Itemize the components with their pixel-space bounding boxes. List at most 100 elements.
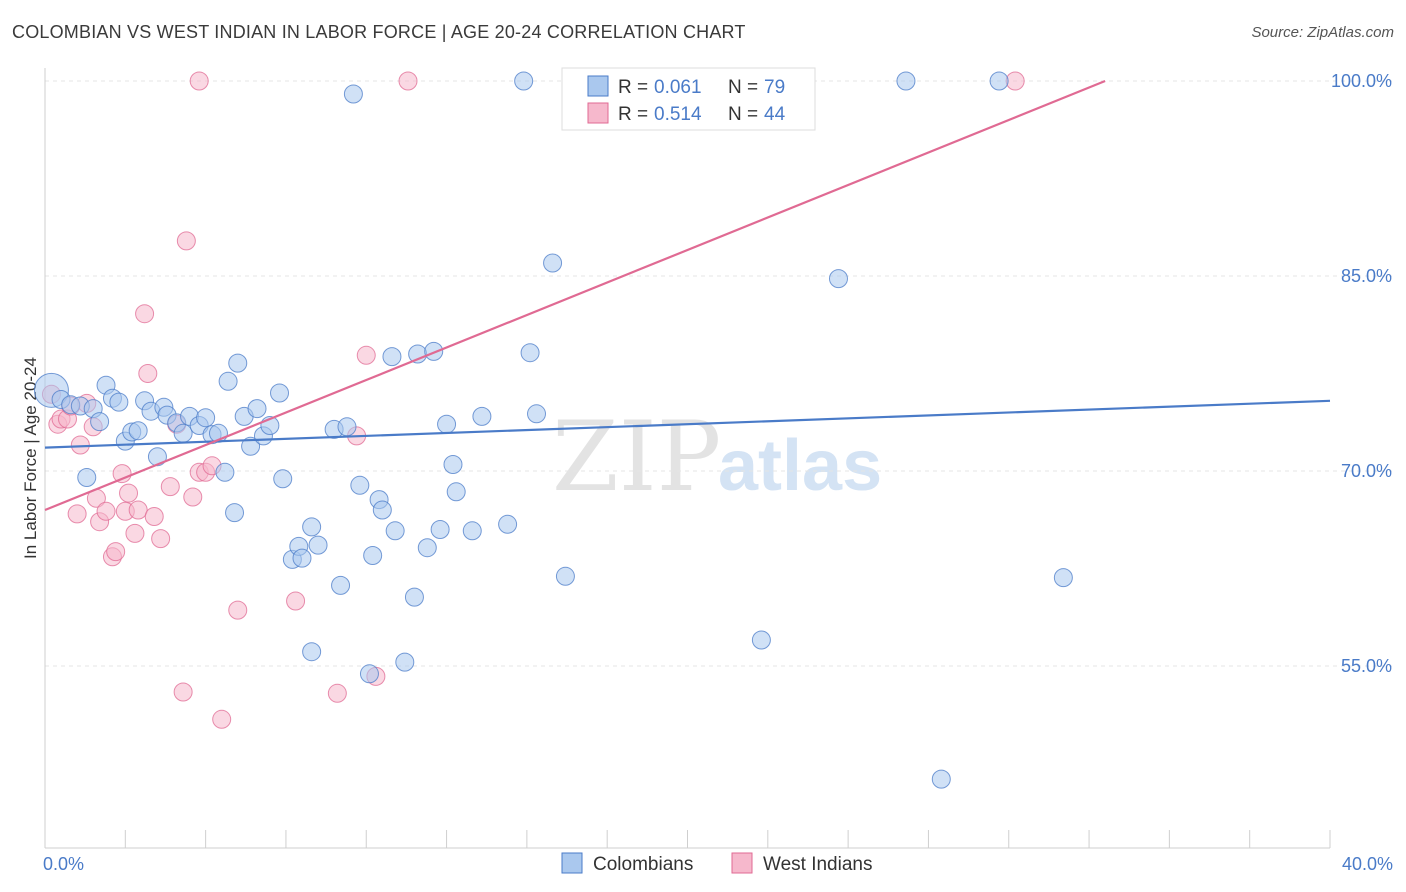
colombian-point [215, 462, 235, 482]
colombian-point [147, 447, 167, 467]
west-indian-point [173, 682, 193, 702]
west-indian-point [183, 487, 203, 507]
west-indian-point [128, 500, 148, 520]
bottom-legend-west-indians: West Indians [763, 854, 872, 875]
colombian-point [270, 383, 290, 403]
colombian-point [196, 408, 216, 428]
west-indian-point [106, 542, 126, 562]
y-tick-label: 100.0% [1331, 71, 1392, 91]
colombian-point [1053, 568, 1073, 588]
colombian-point [472, 406, 492, 426]
colombian-point [437, 414, 457, 434]
gridlines [45, 80, 1392, 667]
west-indian-point [356, 345, 376, 365]
source-label: Source: ZipAtlas.com [1251, 24, 1394, 41]
colombian-point [350, 475, 370, 495]
west-indian-point [144, 507, 164, 526]
colombian-point [343, 84, 363, 104]
colombian-point [395, 652, 415, 672]
legend-r-label-2: R = [618, 104, 648, 125]
colombian-point [128, 421, 148, 441]
colombian-point [77, 468, 97, 487]
trend-lines [44, 79, 1331, 512]
colombian-point [363, 546, 383, 565]
x-tick-labels: 0.0% 40.0% [43, 854, 1393, 874]
colombian-point [989, 71, 1009, 91]
west-indian-point [286, 591, 306, 611]
colombian-point [228, 353, 248, 373]
y-axis-label: In Labor Force | Age 20-24 [21, 357, 40, 559]
chart-title: COLOMBIAN VS WEST INDIAN IN LABOR FORCE … [12, 22, 746, 42]
colombian-point [404, 587, 424, 607]
x-tick-label: 40.0% [1342, 854, 1393, 874]
colombian-point [225, 503, 245, 523]
west-indian-point [135, 304, 155, 324]
colombian-point [372, 500, 392, 520]
west-indian-point [67, 504, 87, 524]
west-indian-point [119, 483, 139, 503]
colombian-point [527, 404, 547, 424]
colombian-point [424, 341, 444, 361]
legend-swatch-colombians [587, 75, 609, 97]
colombian-point [498, 514, 518, 534]
colombian-point [308, 535, 328, 555]
y-tick-label: 55.0% [1341, 656, 1392, 676]
colombians-trend-line [44, 399, 1331, 449]
colombian-point [241, 436, 261, 456]
west-indian-point [189, 71, 209, 91]
colombian-point [443, 455, 463, 474]
legend-r-value-1: 0.061 [654, 77, 702, 98]
colombian-point [302, 517, 322, 537]
colombian-point [430, 520, 450, 539]
colombian-point [273, 469, 293, 489]
correlation-legend: R = 0.061 N = 79 R = 0.514 N = 44 [561, 67, 816, 131]
legend-n-label-1: N = [728, 77, 758, 98]
legend-r-value-2: 0.514 [654, 104, 702, 125]
colombian-point [446, 482, 466, 502]
west-indian-point [228, 600, 248, 620]
x-tick-label: 0.0% [43, 854, 84, 874]
bottom-legend-swatch-west-indians [731, 852, 753, 874]
west-indian-point [151, 529, 171, 549]
west-indian-point [398, 71, 418, 91]
y-tick-label: 85.0% [1341, 266, 1392, 286]
series-legend: Colombians West Indians [561, 852, 872, 875]
colombian-point [520, 343, 540, 363]
colombian-point [931, 769, 951, 789]
watermark-zip: ZIP [552, 401, 721, 513]
west-indian-point [96, 501, 116, 521]
west-indian-point [160, 477, 180, 497]
legend-swatch-west-indians [587, 102, 609, 124]
colombian-point [462, 521, 482, 541]
west-indians-trend-line [44, 79, 1106, 512]
legend-n-label-2: N = [728, 104, 758, 125]
legend-n-value-2: 44 [764, 104, 786, 125]
west-indian-point [125, 523, 145, 543]
colombian-point [417, 538, 437, 558]
colombian-point [359, 664, 379, 684]
west-indian-point [1005, 71, 1025, 91]
colombian-point [109, 392, 129, 412]
west-indian-point [212, 709, 232, 729]
colombian-point [514, 71, 534, 91]
bottom-legend-swatch-colombians [561, 852, 583, 874]
colombian-point [292, 548, 312, 568]
west-indians-points [41, 71, 1025, 729]
west-indian-point [176, 231, 196, 251]
colombian-point [828, 269, 848, 289]
y-tick-label: 70.0% [1341, 461, 1392, 481]
west-indian-point [138, 364, 158, 383]
colombian-point [173, 423, 193, 443]
colombian-point [385, 521, 405, 541]
y-tick-labels: 100.0% 85.0% 70.0% 55.0% [1331, 71, 1392, 676]
colombian-point [302, 642, 322, 662]
legend-n-value-1: 79 [764, 77, 785, 98]
colombian-point [896, 71, 916, 91]
x-tick-marks [44, 830, 1331, 848]
colombian-point [247, 399, 267, 419]
colombian-point [331, 575, 351, 595]
watermark-atlas: atlas [718, 426, 882, 506]
bottom-legend-colombians: Colombians [593, 854, 693, 875]
colombian-point [555, 566, 575, 586]
